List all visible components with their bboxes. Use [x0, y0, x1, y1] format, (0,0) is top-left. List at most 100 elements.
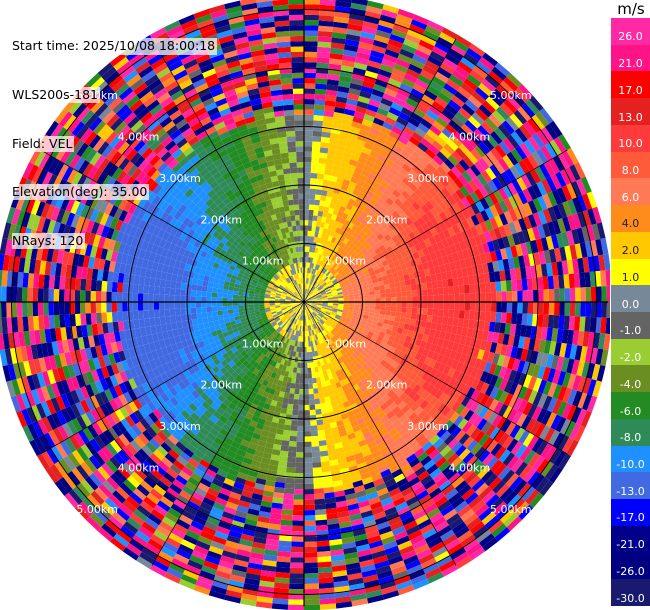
velocity-gate: [478, 486, 493, 500]
velocity-gate: [400, 312, 407, 319]
velocity-gate: [513, 371, 523, 385]
velocity-gate: [360, 123, 372, 133]
velocity-gate: [347, 324, 354, 330]
velocity-gate: [364, 70, 379, 79]
velocity-gate: [338, 303, 344, 307]
velocity-gate: [306, 299, 312, 302]
velocity-gate: [317, 168, 326, 175]
velocity-gate: [460, 363, 469, 374]
velocity-gate: [492, 501, 508, 516]
velocity-gate: [375, 209, 384, 218]
velocity-gate: [321, 466, 331, 473]
velocity-gate: [396, 579, 413, 591]
velocity-gate: [427, 187, 438, 198]
velocity-gate: [367, 386, 376, 394]
velocity-gate: [265, 538, 279, 546]
velocity-gate: [342, 54, 357, 63]
velocity-gate: [324, 346, 330, 353]
velocity-gate: [319, 359, 325, 366]
velocity-gate: [377, 441, 388, 451]
velocity-gate: [308, 341, 312, 347]
velocity-gate: [338, 462, 349, 470]
velocity-gate: [466, 152, 479, 165]
velocity-gate: [424, 532, 440, 544]
velocity-gate: [349, 257, 356, 264]
velocity-gate: [396, 116, 409, 127]
velocity-gate: [306, 272, 309, 279]
velocity-gate: [437, 309, 444, 317]
velocity-gate: [299, 389, 304, 395]
velocity-gate: [539, 425, 551, 441]
velocity-gate: [331, 320, 338, 326]
velocity-gate: [327, 0, 336, 1]
velocity-gate: [336, 312, 342, 317]
velocity-gate: [298, 399, 304, 405]
velocity-gate: [306, 251, 310, 258]
velocity-gate: [448, 99, 462, 112]
velocity-gate: [551, 262, 559, 276]
velocity-gate: [304, 546, 318, 553]
velocity-gate: [378, 205, 387, 214]
velocity-gate: [469, 43, 486, 57]
velocity-gate: [362, 226, 370, 234]
velocity-gate: [413, 107, 427, 119]
velocity-gate: [480, 292, 486, 302]
velocity-gate: [532, 226, 541, 240]
velocity-gate: [359, 263, 366, 269]
velocity-gate: [439, 331, 446, 340]
velocity-gate: [405, 335, 412, 343]
velocity-gate: [511, 179, 523, 194]
velocity-gate: [292, 351, 297, 357]
velocity-gate: [340, 200, 349, 208]
velocity-gate: [367, 594, 384, 604]
velocity-gate: [354, 412, 363, 421]
velocity-gate: [481, 78, 497, 93]
velocity-gate: [320, 337, 325, 344]
velocity-gate: [350, 518, 364, 527]
velocity-gate: [306, 303, 311, 308]
velocity-gate: [327, 295, 333, 299]
velocity-gate: [315, 344, 320, 351]
velocity-gate: [313, 477, 324, 484]
velocity-gate: [547, 191, 558, 207]
velocity-gate: [322, 268, 328, 275]
velocity-gate: [551, 189, 563, 205]
velocity-gate: [300, 362, 304, 369]
velocity-gate: [388, 130, 401, 140]
velocity-gate: [304, 141, 313, 147]
velocity-gate: [383, 241, 391, 249]
velocity-gate: [372, 382, 380, 391]
velocity-gate: [366, 319, 373, 325]
velocity-gate: [376, 24, 393, 34]
velocity-gate: [575, 302, 581, 317]
velocity-gate: [304, 425, 311, 432]
velocity-gate: [322, 369, 328, 377]
velocity-gate: [322, 299, 328, 302]
velocity-gate: [492, 239, 501, 251]
velocity-gate: [431, 242, 440, 252]
velocity-gate: [344, 279, 350, 284]
velocity-gate: [552, 204, 563, 220]
velocity-gate: [346, 98, 358, 106]
velocity-gate: [474, 145, 487, 158]
velocity-gate: [328, 454, 338, 461]
velocity-gate: [551, 328, 559, 342]
velocity-gate: [389, 148, 401, 159]
velocity-gate: [380, 497, 393, 507]
velocity-gate: [410, 443, 422, 454]
velocity-gate: [317, 302, 323, 304]
velocity-gate: [538, 302, 544, 315]
velocity-gate: [304, 578, 319, 584]
velocity-gate: [465, 424, 477, 437]
velocity-gate: [396, 327, 404, 334]
velocity-gate: [414, 257, 422, 266]
velocity-gate: [518, 372, 528, 387]
velocity-gate: [278, 418, 286, 425]
velocity-gate: [514, 324, 522, 337]
velocity-gate: [353, 533, 368, 542]
velocity-gate: [556, 356, 565, 371]
velocity-gate: [361, 515, 375, 524]
velocity-gate: [464, 293, 471, 302]
velocity-gate: [365, 458, 376, 467]
velocity-gate: [569, 164, 581, 181]
